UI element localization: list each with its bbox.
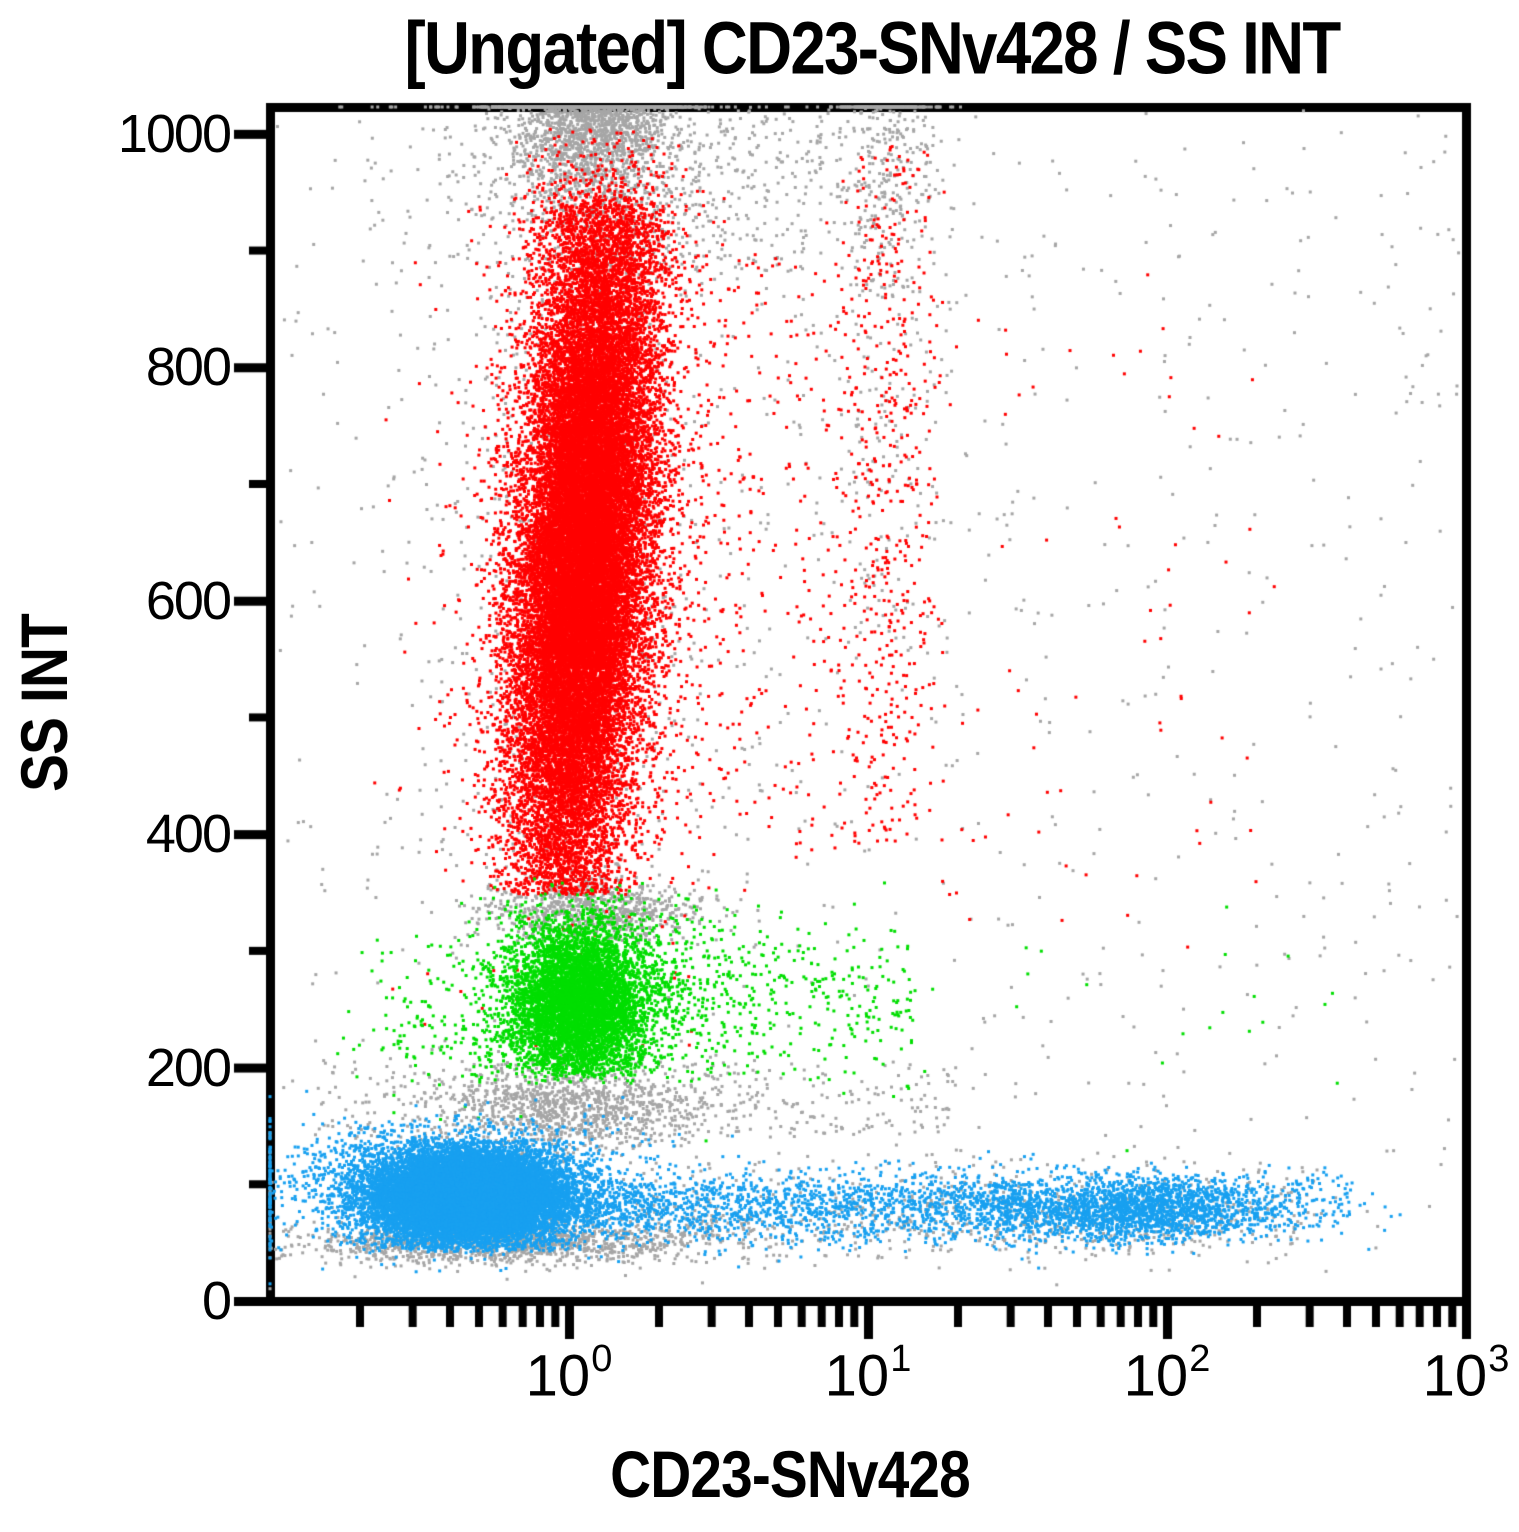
y-tick-label: 0 xyxy=(201,1271,232,1331)
y-axis-label: SS INT xyxy=(7,614,81,792)
y-tick-label: 1000 xyxy=(117,103,232,164)
plot-title: [Ungated] CD23-SNv428 / SS INT xyxy=(404,6,1341,90)
x-axis-label: CD23-SNv428 xyxy=(610,1437,971,1511)
y-tick-label: 200 xyxy=(145,1037,232,1098)
y-tick-label: 600 xyxy=(145,570,232,631)
y-tick-label: 800 xyxy=(145,337,232,398)
y-tick-label: 400 xyxy=(145,804,232,865)
